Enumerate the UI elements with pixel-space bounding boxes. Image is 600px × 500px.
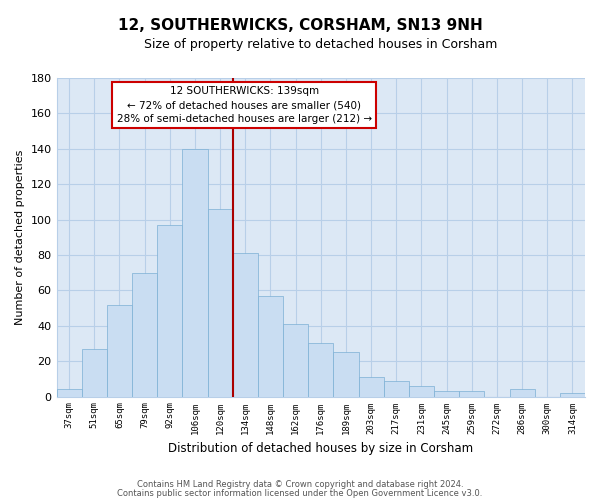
Bar bbox=[283, 324, 308, 396]
Bar bbox=[334, 352, 359, 397]
Text: 12, SOUTHERWICKS, CORSHAM, SN13 9NH: 12, SOUTHERWICKS, CORSHAM, SN13 9NH bbox=[118, 18, 482, 32]
Bar bbox=[157, 225, 182, 396]
X-axis label: Distribution of detached houses by size in Corsham: Distribution of detached houses by size … bbox=[168, 442, 473, 455]
Bar bbox=[434, 391, 459, 396]
Bar bbox=[56, 390, 82, 396]
Bar bbox=[409, 386, 434, 396]
Bar bbox=[208, 209, 233, 396]
Bar bbox=[233, 253, 258, 396]
Bar bbox=[132, 272, 157, 396]
Bar bbox=[459, 391, 484, 396]
Bar bbox=[107, 304, 132, 396]
Bar bbox=[308, 344, 334, 396]
Bar bbox=[359, 377, 383, 396]
Text: Contains HM Land Registry data © Crown copyright and database right 2024.: Contains HM Land Registry data © Crown c… bbox=[137, 480, 463, 489]
Bar bbox=[383, 380, 409, 396]
Text: 12 SOUTHERWICKS: 139sqm
← 72% of detached houses are smaller (540)
28% of semi-d: 12 SOUTHERWICKS: 139sqm ← 72% of detache… bbox=[116, 86, 372, 124]
Bar bbox=[258, 296, 283, 396]
Bar bbox=[82, 349, 107, 397]
Y-axis label: Number of detached properties: Number of detached properties bbox=[15, 150, 25, 325]
Text: Contains public sector information licensed under the Open Government Licence v3: Contains public sector information licen… bbox=[118, 488, 482, 498]
Bar bbox=[560, 393, 585, 396]
Title: Size of property relative to detached houses in Corsham: Size of property relative to detached ho… bbox=[144, 38, 497, 51]
Bar bbox=[509, 390, 535, 396]
Bar bbox=[182, 149, 208, 396]
